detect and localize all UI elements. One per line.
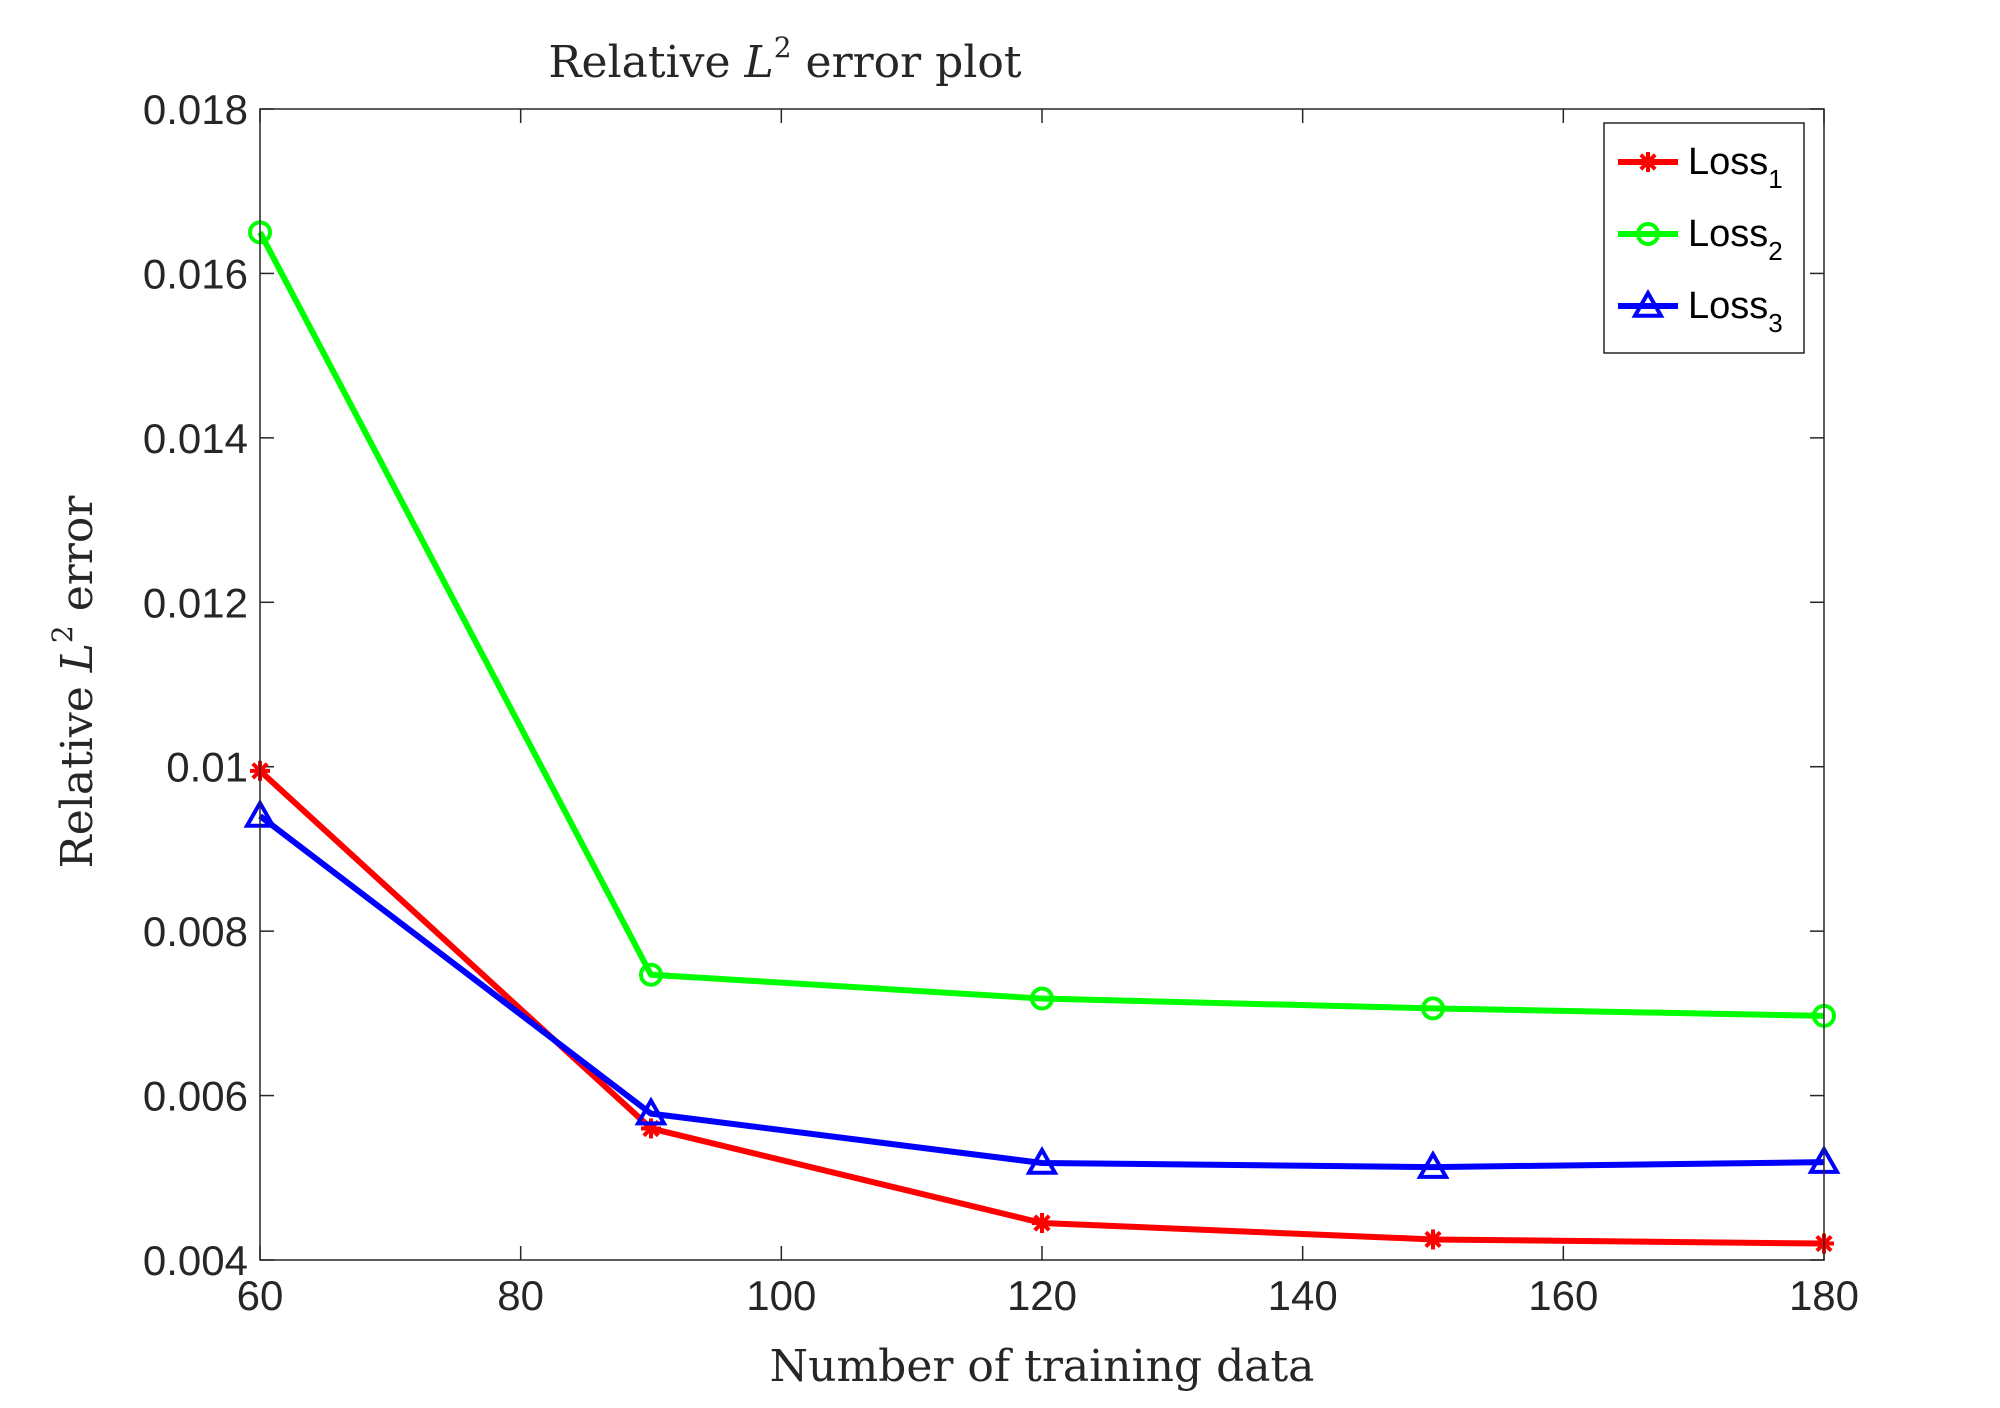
legend-entry: Loss1 [1618,141,1783,194]
y-tick-label: 0.004 [143,1237,248,1284]
y-tick-label: 0.012 [143,579,248,626]
series-loss3 [243,799,1841,1179]
series-line [257,230,1825,1019]
y-tick-label: 0.018 [143,86,248,133]
x-tick-label: 180 [1789,1272,1859,1319]
y-tick-label: 0.01 [166,744,248,791]
x-tick-label: 80 [497,1272,544,1319]
legend-entry: Loss2 [1618,213,1783,266]
legend-label: Loss1 [1688,141,1783,194]
data-point [639,962,663,987]
legend-label: Loss2 [1688,213,1783,266]
series-loss2 [248,220,1836,1028]
plot-area-frame [259,108,1825,1261]
legend-swatch-marker [1638,152,1658,172]
legend-label: Loss3 [1688,285,1783,338]
y-tick-label: 0.014 [143,415,248,462]
x-tick-label: 60 [237,1272,284,1319]
data-point [1421,996,1445,1021]
data-point [634,1096,668,1126]
y-tick-label: 0.006 [143,1073,248,1120]
legend: Loss1 Loss2 Loss3 [1603,122,1805,354]
x-axis-label: Number of training data [770,1341,1315,1392]
data-point [1423,1229,1443,1250]
data-point [1416,1150,1450,1179]
x-tick-label: 160 [1528,1272,1598,1319]
legend-entry: Loss3 [1618,285,1783,338]
x-tick-label: 120 [1007,1272,1077,1319]
series-line [258,813,1825,1171]
y-tick-label: 0.008 [143,908,248,955]
chart-title: Relative L2 error plot [548,31,1021,88]
x-tick-label: 100 [746,1272,816,1319]
data-point [1032,1213,1052,1234]
legend-swatch-marker [1636,222,1660,246]
data-point [1025,1145,1059,1175]
y-axis-label: Relative L2 error [46,495,103,869]
y-tick-label: 0.016 [143,250,248,297]
legend-swatch-marker [1631,288,1665,318]
data-point [1030,986,1054,1011]
x-tick-label: 140 [1268,1272,1338,1319]
